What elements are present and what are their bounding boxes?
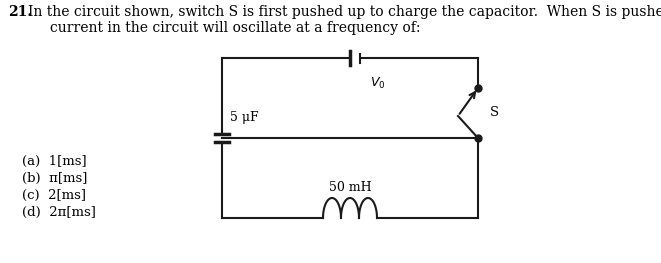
Text: S: S xyxy=(490,107,499,119)
Text: $V_0$: $V_0$ xyxy=(370,76,385,91)
Text: In the circuit shown, switch S is first pushed up to charge the capacitor.  When: In the circuit shown, switch S is first … xyxy=(28,5,661,35)
Text: 5 μF: 5 μF xyxy=(230,112,258,124)
Text: (b)  π[ms]: (b) π[ms] xyxy=(22,172,87,185)
Text: 21.: 21. xyxy=(8,5,32,19)
Text: (a)  1[ms]: (a) 1[ms] xyxy=(22,155,87,168)
Text: (d)  2π[ms]: (d) 2π[ms] xyxy=(22,206,96,219)
Text: 50 mH: 50 mH xyxy=(329,181,371,194)
Text: (c)  2[ms]: (c) 2[ms] xyxy=(22,189,86,202)
